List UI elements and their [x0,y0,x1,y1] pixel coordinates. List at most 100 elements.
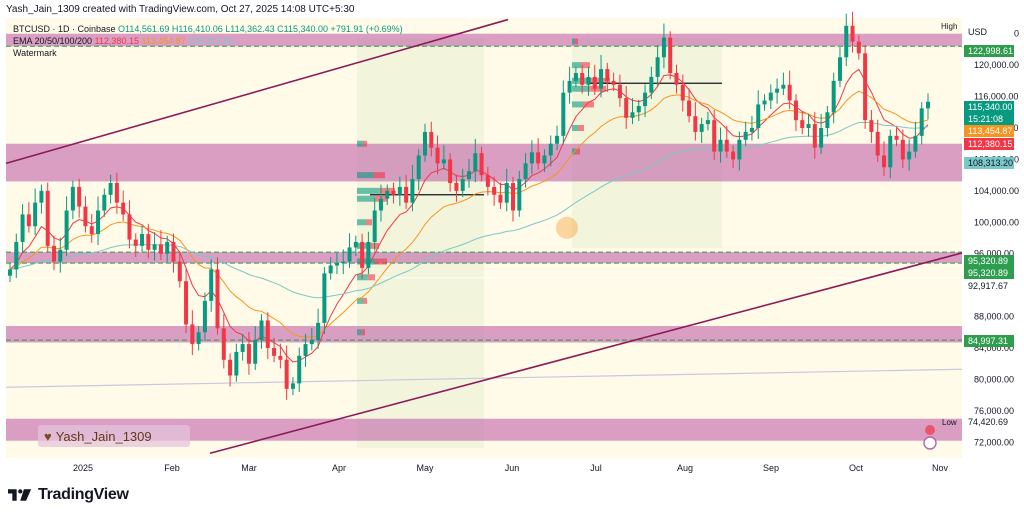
candle [894,127,899,147]
x-tick-label: Jul [590,463,602,473]
candle-body [284,359,289,389]
y-axis[interactable]: 72,000.00 76,000.00 80,000.00 84,000.00 88,0… [962,18,1024,480]
x-axis[interactable]: 2025 Feb Mar Apr May Jun Jul Aug Sep Oct Nov [73,463,949,473]
volume-bar [575,38,578,45]
candle [171,233,176,273]
legend-symbol[interactable]: BTCUSD · 1D · Coinbase [13,24,116,34]
candle-body [58,249,63,262]
countdown-label: 15:21:08 [964,113,1014,125]
x-tick-label: Sep [763,463,779,473]
candle [731,145,736,169]
candle [775,78,780,104]
zones-layer [6,33,962,448]
candle [278,343,283,369]
legend-ema-row: EMA 20/50/100/200 112,380.15 113,454.87 … [13,36,233,46]
candle [592,64,597,95]
candle [529,140,534,175]
candle [70,180,75,220]
candle [246,331,251,375]
candle [454,174,459,202]
candle-body [793,100,798,121]
candle-body [718,139,723,152]
candle [517,170,522,217]
candle [58,237,63,273]
volume-bar [572,85,589,92]
candle [177,251,182,288]
candle-body [45,190,50,246]
candle [649,66,654,99]
candle [146,223,151,259]
candle [806,113,811,137]
candle [429,121,434,157]
candle [121,190,126,221]
candle-body [460,179,465,191]
candle-body [655,57,660,77]
candle [102,188,107,217]
event-icon [923,436,937,450]
y-tick-label: 80,000.00 [974,374,1014,384]
candle [687,88,692,123]
candle-body [881,155,886,168]
candle [636,99,641,121]
legend-watermark[interactable]: Watermark [13,48,57,58]
heart-icon: ♥ [44,428,52,444]
candle [492,176,497,206]
candle-body [184,281,189,325]
candle [322,267,327,334]
candle-body [385,190,390,199]
x-tick-label: Oct [849,463,864,473]
candle [800,111,805,135]
candle-body [253,340,258,364]
candle [209,259,214,312]
legend-ema-label[interactable]: EMA 20/50/100/200 [13,36,93,46]
last-price-label-text: 115,340.00 [968,102,1012,112]
candle-body [221,328,226,360]
candle-body [536,152,541,164]
candle [881,141,886,176]
tradingview-logo[interactable]: TradingView [8,486,129,504]
candle-body [869,120,874,132]
candle-body [712,120,717,152]
candle-body [83,206,88,227]
volume-bar [373,172,385,179]
candle-body [812,124,817,148]
candle-body [831,80,836,113]
candle-body [108,183,113,195]
zone-top-label-bg [964,45,1014,57]
candle-body [334,263,339,266]
candle [756,90,761,139]
candle-body [743,131,748,140]
author-name: Yash_Jain_1309 [55,428,152,444]
candle-body [435,147,440,164]
candle-body [360,241,365,268]
candle-body [661,37,666,58]
candle [718,127,723,163]
candle [240,333,245,361]
channel-upper-line [5,18,509,165]
y-tick-label: 116,000.00 [974,92,1018,102]
candle-body [555,135,560,144]
candle [467,159,471,188]
candle [391,182,396,204]
candle [33,188,38,235]
candle-body [762,100,767,105]
candle [831,72,836,124]
candle-body [548,143,553,156]
candle [863,45,868,129]
candle-body [20,214,25,242]
candle-body [265,320,270,348]
candle-body [529,152,534,164]
y-tick-label: 72,000.00 [974,437,1014,447]
volume-bar [572,62,581,69]
candle [234,343,239,382]
candle [567,66,572,104]
zone-mid-label: 95,320.89 [964,255,1014,267]
candle [202,292,207,341]
candle-body [39,190,44,203]
candle-body [517,179,522,211]
candle [397,176,402,206]
countdown-label-text: 15:21:08 [968,114,1003,124]
candle [674,64,679,94]
candle [353,235,358,257]
